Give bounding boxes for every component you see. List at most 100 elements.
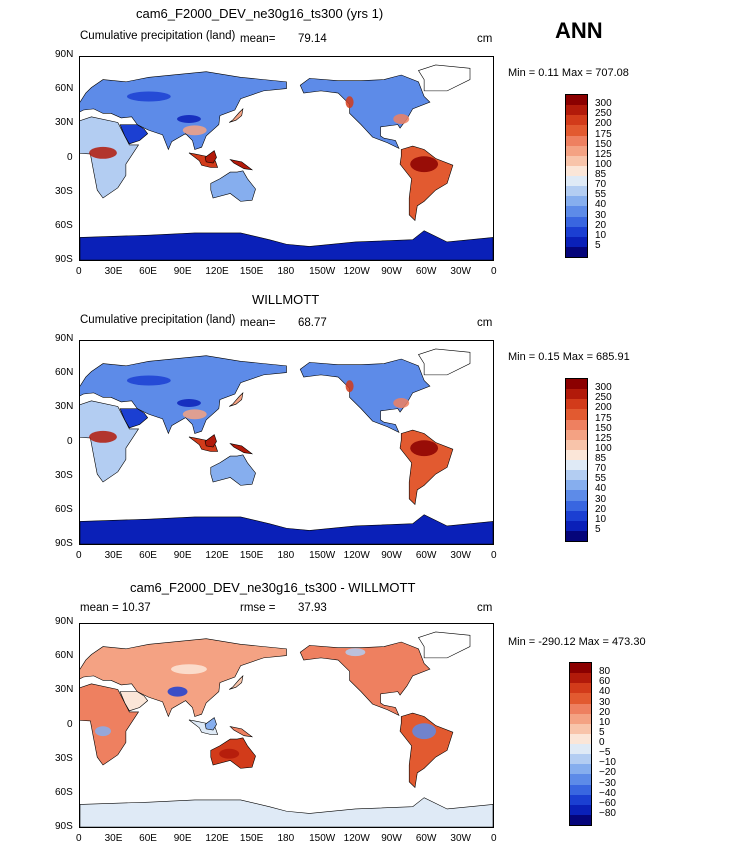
panel-3-map-svg <box>80 631 493 827</box>
colorbar-label: 150 <box>595 422 612 434</box>
colorbar-segment <box>570 784 591 795</box>
season-label: ANN <box>555 18 603 43</box>
panel-2-lon-tick: 90W <box>381 550 402 561</box>
panel-2-field-1 <box>410 440 439 457</box>
panel-2-field-6 <box>177 399 201 407</box>
colorbar-label: 250 <box>595 108 612 120</box>
panel-1-lat-tick: 60S <box>55 219 73 231</box>
colorbar-label: 40 <box>599 686 611 698</box>
colorbar-label: 70 <box>595 179 607 191</box>
panel-3-land-arabia <box>119 691 149 712</box>
panel-1-lon-tick: 60W <box>415 266 437 277</box>
colorbar-label: 125 <box>595 148 612 160</box>
panel-1-lon-tick: 0 <box>491 266 497 277</box>
panel-3-lon-tick: 120E <box>205 833 229 844</box>
panel-3-lat-tick: 30S <box>55 752 73 764</box>
colorbar-segment <box>566 135 587 146</box>
panel-3-field-5 <box>219 748 240 759</box>
colorbar-label: 55 <box>595 473 607 485</box>
panel-3-minmax: Min = -290.12 Max = 473.30 <box>508 636 646 648</box>
panel-2-minmax: Min = 0.15 Max = 685.91 <box>508 351 630 363</box>
panel-3-land-antarctica <box>80 797 493 827</box>
panel-2-field-5 <box>126 375 171 386</box>
colorbar-segment <box>570 663 591 674</box>
colorbar-segment <box>566 399 587 410</box>
panel-3-rmse-value: 37.93 <box>298 602 327 614</box>
colorbar-segment <box>570 764 591 775</box>
panel-1-lon-tick: 120W <box>343 266 370 277</box>
panel-2-land-australia <box>210 454 256 486</box>
panel-3-lon-tick: 60W <box>415 833 437 844</box>
panel-2-field-3 <box>393 398 410 408</box>
panel-1-lon-tick: 120E <box>205 266 229 277</box>
colorbar-segment <box>566 480 587 491</box>
colorbar-label: 80 <box>599 666 611 678</box>
panel-3-lat-tick: 0 <box>67 718 73 730</box>
panel-1-land-greenland <box>418 64 471 92</box>
colorbar-segment <box>566 419 587 430</box>
colorbar-segment <box>566 186 587 197</box>
colorbar-segment <box>566 470 587 481</box>
panel-2-lon-tick: 120W <box>343 550 370 561</box>
colorbar-label: 200 <box>595 402 612 414</box>
panel-3-lat-tick: 30N <box>55 684 74 696</box>
panel-3-lon-tick: 60E <box>139 833 157 844</box>
colorbar-label: 30 <box>595 209 607 221</box>
panel-2-units: cm <box>477 317 493 329</box>
colorbar-segment <box>570 774 591 785</box>
panel-1-field-5 <box>126 91 171 102</box>
panel-3-field-1 <box>167 686 188 697</box>
colorbar-segment <box>570 703 591 714</box>
colorbar-label: 10 <box>599 716 611 728</box>
panel-3-lat-tick: 90S <box>55 821 73 832</box>
panel-3-field-4 <box>345 648 366 657</box>
panel-3-lon-tick: 30E <box>104 833 123 844</box>
panel-1-colorbar <box>565 94 588 258</box>
colorbar-segment <box>570 713 591 724</box>
panel-1-variable-label: Cumulative precipitation (land) <box>80 30 236 42</box>
colorbar-label: 85 <box>595 169 607 180</box>
panel-1-field-4 <box>345 96 354 109</box>
colorbar-label: 5 <box>599 726 605 738</box>
colorbar-segment <box>566 165 587 176</box>
colorbar-segment <box>566 95 587 106</box>
colorbar-label: 125 <box>595 432 612 444</box>
colorbar-segment <box>566 379 587 390</box>
panel-2-lon-tick: 60E <box>139 550 157 561</box>
panel-1-lat-tick: 60N <box>55 83 74 95</box>
panel-2-land-greenland <box>418 348 471 376</box>
colorbar-label: 250 <box>595 392 612 404</box>
panel-2-land-indonesia <box>188 436 219 452</box>
panel-1-units: cm <box>477 33 493 45</box>
panel-3-map <box>79 623 494 828</box>
panel-1-land-arabia <box>119 124 149 145</box>
colorbar-label: 40 <box>595 483 607 495</box>
panel-3-land-newguinea <box>229 726 254 738</box>
panel-2-lat-tick: 60N <box>55 367 74 379</box>
colorbar-segment <box>566 196 587 207</box>
panel-2-land-eurasia <box>80 355 287 435</box>
colorbar-segment <box>566 409 587 420</box>
colorbar-segment <box>570 693 591 704</box>
colorbar-label: 0 <box>599 737 605 748</box>
panel-3-rmse-label: rmse = <box>240 602 276 614</box>
panel-1-lon-tick: 150E <box>239 266 264 277</box>
panel-2-variable-label: Cumulative precipitation (land) <box>80 314 236 326</box>
colorbar-segment <box>566 145 587 156</box>
panel-1-map <box>79 56 494 261</box>
panel-3-land-northamerica <box>299 641 431 717</box>
panel-2-lon-tick: 30W <box>450 550 471 561</box>
panel-1-lon-tick: 150W <box>309 266 336 277</box>
panel-2-land-arabia <box>119 408 149 429</box>
colorbar-segment <box>570 754 591 765</box>
colorbar-label: 55 <box>595 189 607 201</box>
panel-2-lon-tick: 60W <box>415 550 437 561</box>
panel-3-lat-tick: 90N <box>55 616 74 627</box>
panel-2-lon-tick: 0 <box>491 550 497 561</box>
panel-3-lon-tick: 0 <box>76 833 82 844</box>
colorbar-label: 20 <box>595 503 607 515</box>
panel-2-lon-tick: 30E <box>104 550 123 561</box>
panel-1-field-0 <box>89 146 117 159</box>
colorbar-segment <box>566 216 587 227</box>
panel-2-lon-tick: 120E <box>205 550 229 561</box>
